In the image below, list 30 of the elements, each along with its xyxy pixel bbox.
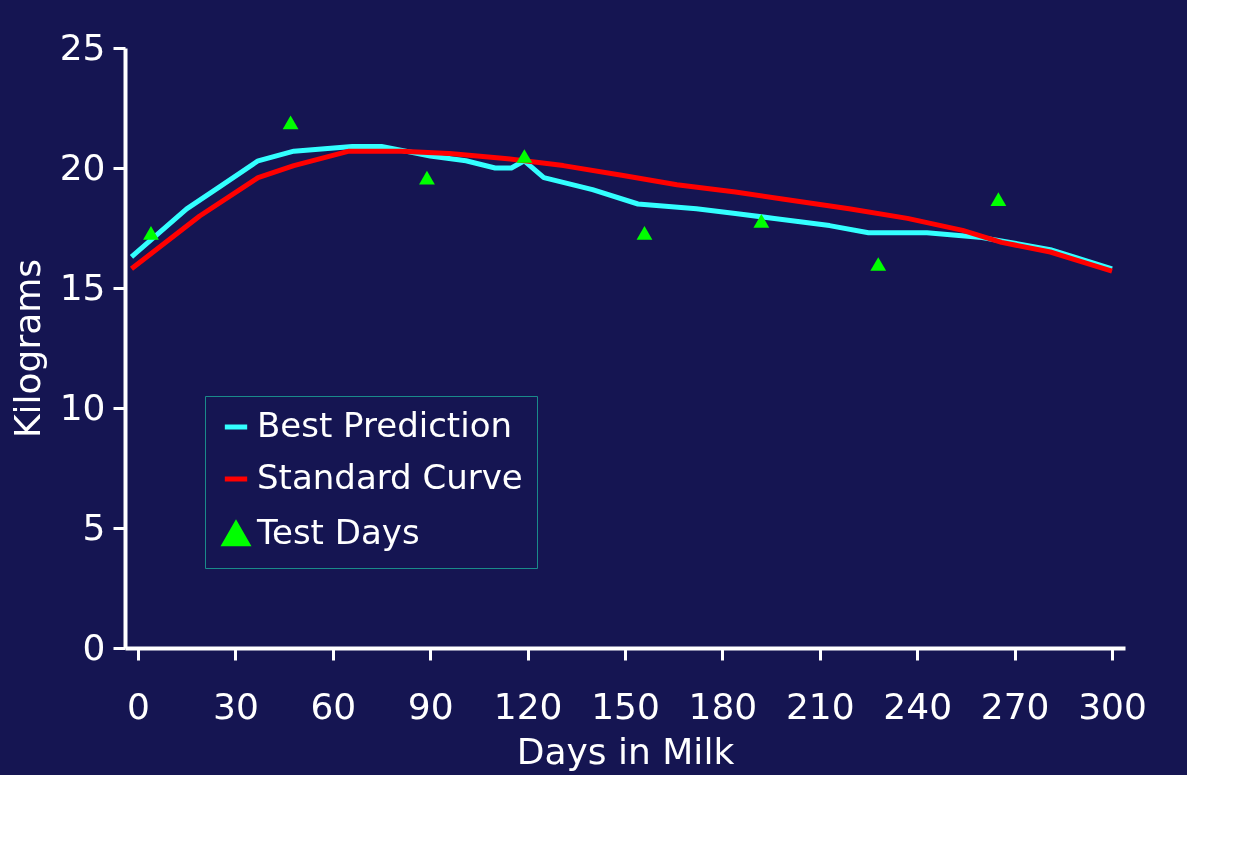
x-tick-label: 180	[688, 685, 758, 727]
x-tick-label: 210	[785, 685, 855, 727]
x-tick-label: 120	[493, 685, 563, 727]
x-tick-label: 240	[883, 685, 953, 727]
y-tick-label: 25	[59, 26, 106, 68]
point	[990, 192, 1007, 207]
y-tick-label: 10	[59, 386, 106, 428]
point	[870, 257, 887, 271]
point	[419, 170, 435, 185]
legend-label: Best Prediction	[257, 405, 512, 445]
x-axis-title: Days in Milk	[516, 730, 735, 772]
point	[143, 225, 159, 240]
y-tick-label: 15	[59, 266, 106, 308]
x-tick-label: 60	[310, 685, 357, 727]
y-tick-label: 5	[82, 506, 106, 548]
x-tick-label: 0	[127, 685, 150, 727]
point	[636, 225, 653, 240]
point	[516, 149, 533, 163]
y-tick-label: 20	[59, 146, 106, 188]
y-axis-title: Kilograms	[6, 258, 48, 439]
x-tick-label: 90	[407, 685, 454, 727]
legend-label: Standard Curve	[257, 457, 523, 497]
x-tick-label: 30	[212, 685, 259, 727]
x-tick-label: 150	[591, 685, 660, 727]
point	[753, 213, 770, 228]
x-tick-label: 270	[980, 685, 1050, 727]
x-tick-label: 300	[1078, 685, 1147, 727]
legend-label: Test Days	[256, 512, 420, 552]
point	[282, 115, 299, 130]
y-tick-label: 0	[82, 626, 106, 668]
